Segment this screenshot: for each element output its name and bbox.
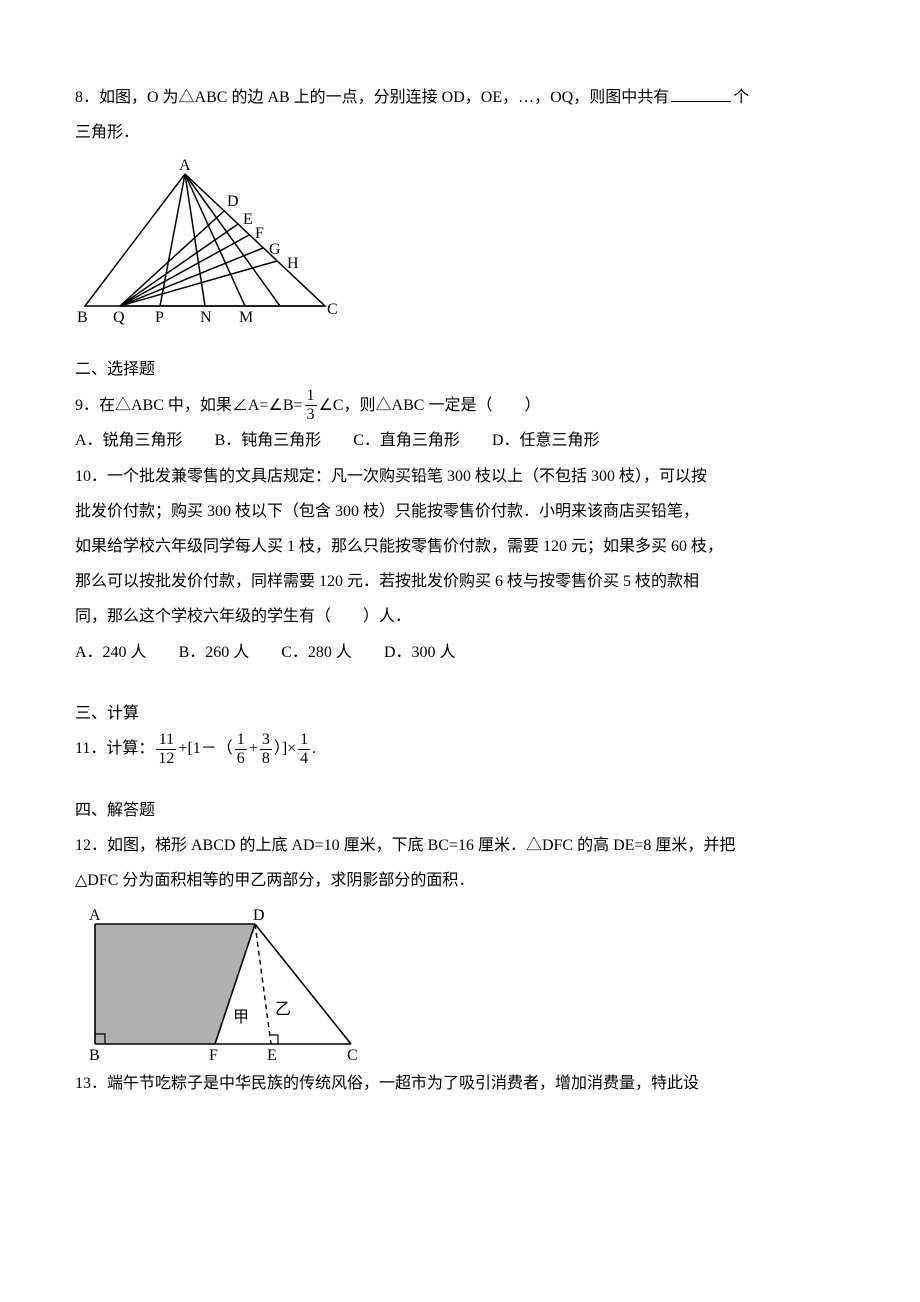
q11-plus2: + (249, 740, 258, 757)
lbl-H: H (287, 255, 299, 272)
q11-plus: +[1－（ (178, 740, 232, 757)
q12-lbl-E: E (267, 1047, 277, 1064)
q9-opt-c: C．直角三角形 (353, 432, 460, 449)
q8-text-a: 8．如图，O 为△ABC 的边 AB 上的一点，分别连接 OD，OE，…，OQ，… (75, 89, 669, 106)
q12-lbl-jia: 甲 (233, 1009, 249, 1026)
q9-options: A．锐角三角形 B．钝角三角形 C．直角三角形 D．任意三角形 (75, 423, 845, 458)
lbl-D: D (227, 193, 239, 210)
q12-lbl-B: B (89, 1047, 100, 1064)
q8-svg: A B C D E F G H Q P N M (75, 156, 355, 326)
q12-lbl-yi: 乙 (275, 1001, 291, 1018)
q10-l3: 如果给学校六年级同学每人买 1 枝，那么只能按零售价付款，需要 120 元；如果… (75, 529, 845, 564)
lbl-B: B (77, 309, 88, 326)
q9-frac: 13 (305, 388, 317, 423)
q11-lead: 11．计算： (75, 740, 154, 757)
q11-f2: 16 (235, 732, 247, 767)
q13-l1: 13．端午节吃粽子是中华民族的传统风俗，一超市为了吸引消费者，增加消费量，特此设 (75, 1066, 845, 1101)
q10-l4: 那么可以按批发价付款，同样需要 120 元．若按批发价购买 6 枝与按零售价买 … (75, 564, 845, 599)
q11-f3: 38 (260, 732, 272, 767)
q12-lbl-C: C (347, 1047, 358, 1064)
q9-opt-a: A．锐角三角形 (75, 432, 183, 449)
q10-l5: 同，那么这个学校六年级的学生有（ ）人． (75, 599, 845, 634)
lbl-M: M (239, 309, 253, 326)
q9-lead: 9．在△ABC 中，如果∠A=∠B= (75, 397, 303, 414)
q9-opt-d: D．任意三角形 (492, 432, 600, 449)
lbl-Q: Q (113, 309, 125, 326)
q11-mid: ）]× (274, 740, 296, 757)
q12-shade (95, 924, 255, 1044)
q11-f1: 1112 (156, 732, 176, 767)
q10-opt-c: C．280 人 (281, 644, 352, 661)
q11-expr: 11．计算：1112+[1－（16+38）]×14. (75, 731, 845, 767)
q8-figure: A B C D E F G H Q P N M (75, 156, 845, 326)
q12-lbl-D: D (253, 907, 265, 924)
q10-opt-b: B．260 人 (179, 644, 250, 661)
q11-f4: 14 (298, 732, 310, 767)
q12-figure: A D B C F E 甲 乙 (75, 904, 845, 1064)
lbl-P: P (155, 309, 164, 326)
q10-opt-d: D．300 人 (384, 644, 456, 661)
q11-end: . (312, 740, 316, 757)
q12-svg: A D B C F E 甲 乙 (75, 904, 375, 1064)
q8-line1: 8．如图，O 为△ABC 的边 AB 上的一点，分别连接 OD，OE，…，OQ，… (75, 80, 845, 115)
q10-opt-a: A．240 人 (75, 644, 147, 661)
q8-text-b: 个 (733, 89, 749, 106)
q9-opt-b: B．钝角三角形 (215, 432, 322, 449)
lbl-F: F (255, 225, 264, 242)
section4-heading: 四、解答题 (75, 793, 845, 828)
lbl-E: E (243, 211, 253, 228)
q12-l2: △DFC 分为面积相等的甲乙两部分，求阴影部分的面积． (75, 863, 845, 898)
lbl-A: A (179, 157, 191, 174)
lbl-C: C (327, 301, 338, 318)
q10-l1: 10．一个批发兼零售的文具店规定：凡一次购买铅笔 300 枝以上（不包括 300… (75, 459, 845, 494)
q12-lbl-A: A (89, 907, 101, 924)
q9-stem: 9．在△ABC 中，如果∠A=∠B=13∠C，则△ABC 一定是（ ） (75, 388, 845, 424)
section3-heading: 三、计算 (75, 696, 845, 731)
q12-lbl-F: F (209, 1047, 218, 1064)
lbl-N: N (200, 309, 212, 326)
q10-l2: 批发价付款；购买 300 枝以下（包含 300 枝）只能按零售价付款．小明来该商… (75, 494, 845, 529)
q12-l1: 12．如图，梯形 ABCD 的上底 AD=10 厘米，下底 BC=16 厘米．△… (75, 828, 845, 863)
section2-heading: 二、选择题 (75, 352, 845, 387)
q8-blank (671, 85, 731, 102)
q10-options: A．240 人 B．260 人 C．280 人 D．300 人 (75, 635, 845, 670)
q8-line2: 三角形． (75, 115, 845, 150)
q9-tail: ∠C，则△ABC 一定是（ ） (319, 397, 541, 414)
lbl-G: G (269, 241, 281, 258)
